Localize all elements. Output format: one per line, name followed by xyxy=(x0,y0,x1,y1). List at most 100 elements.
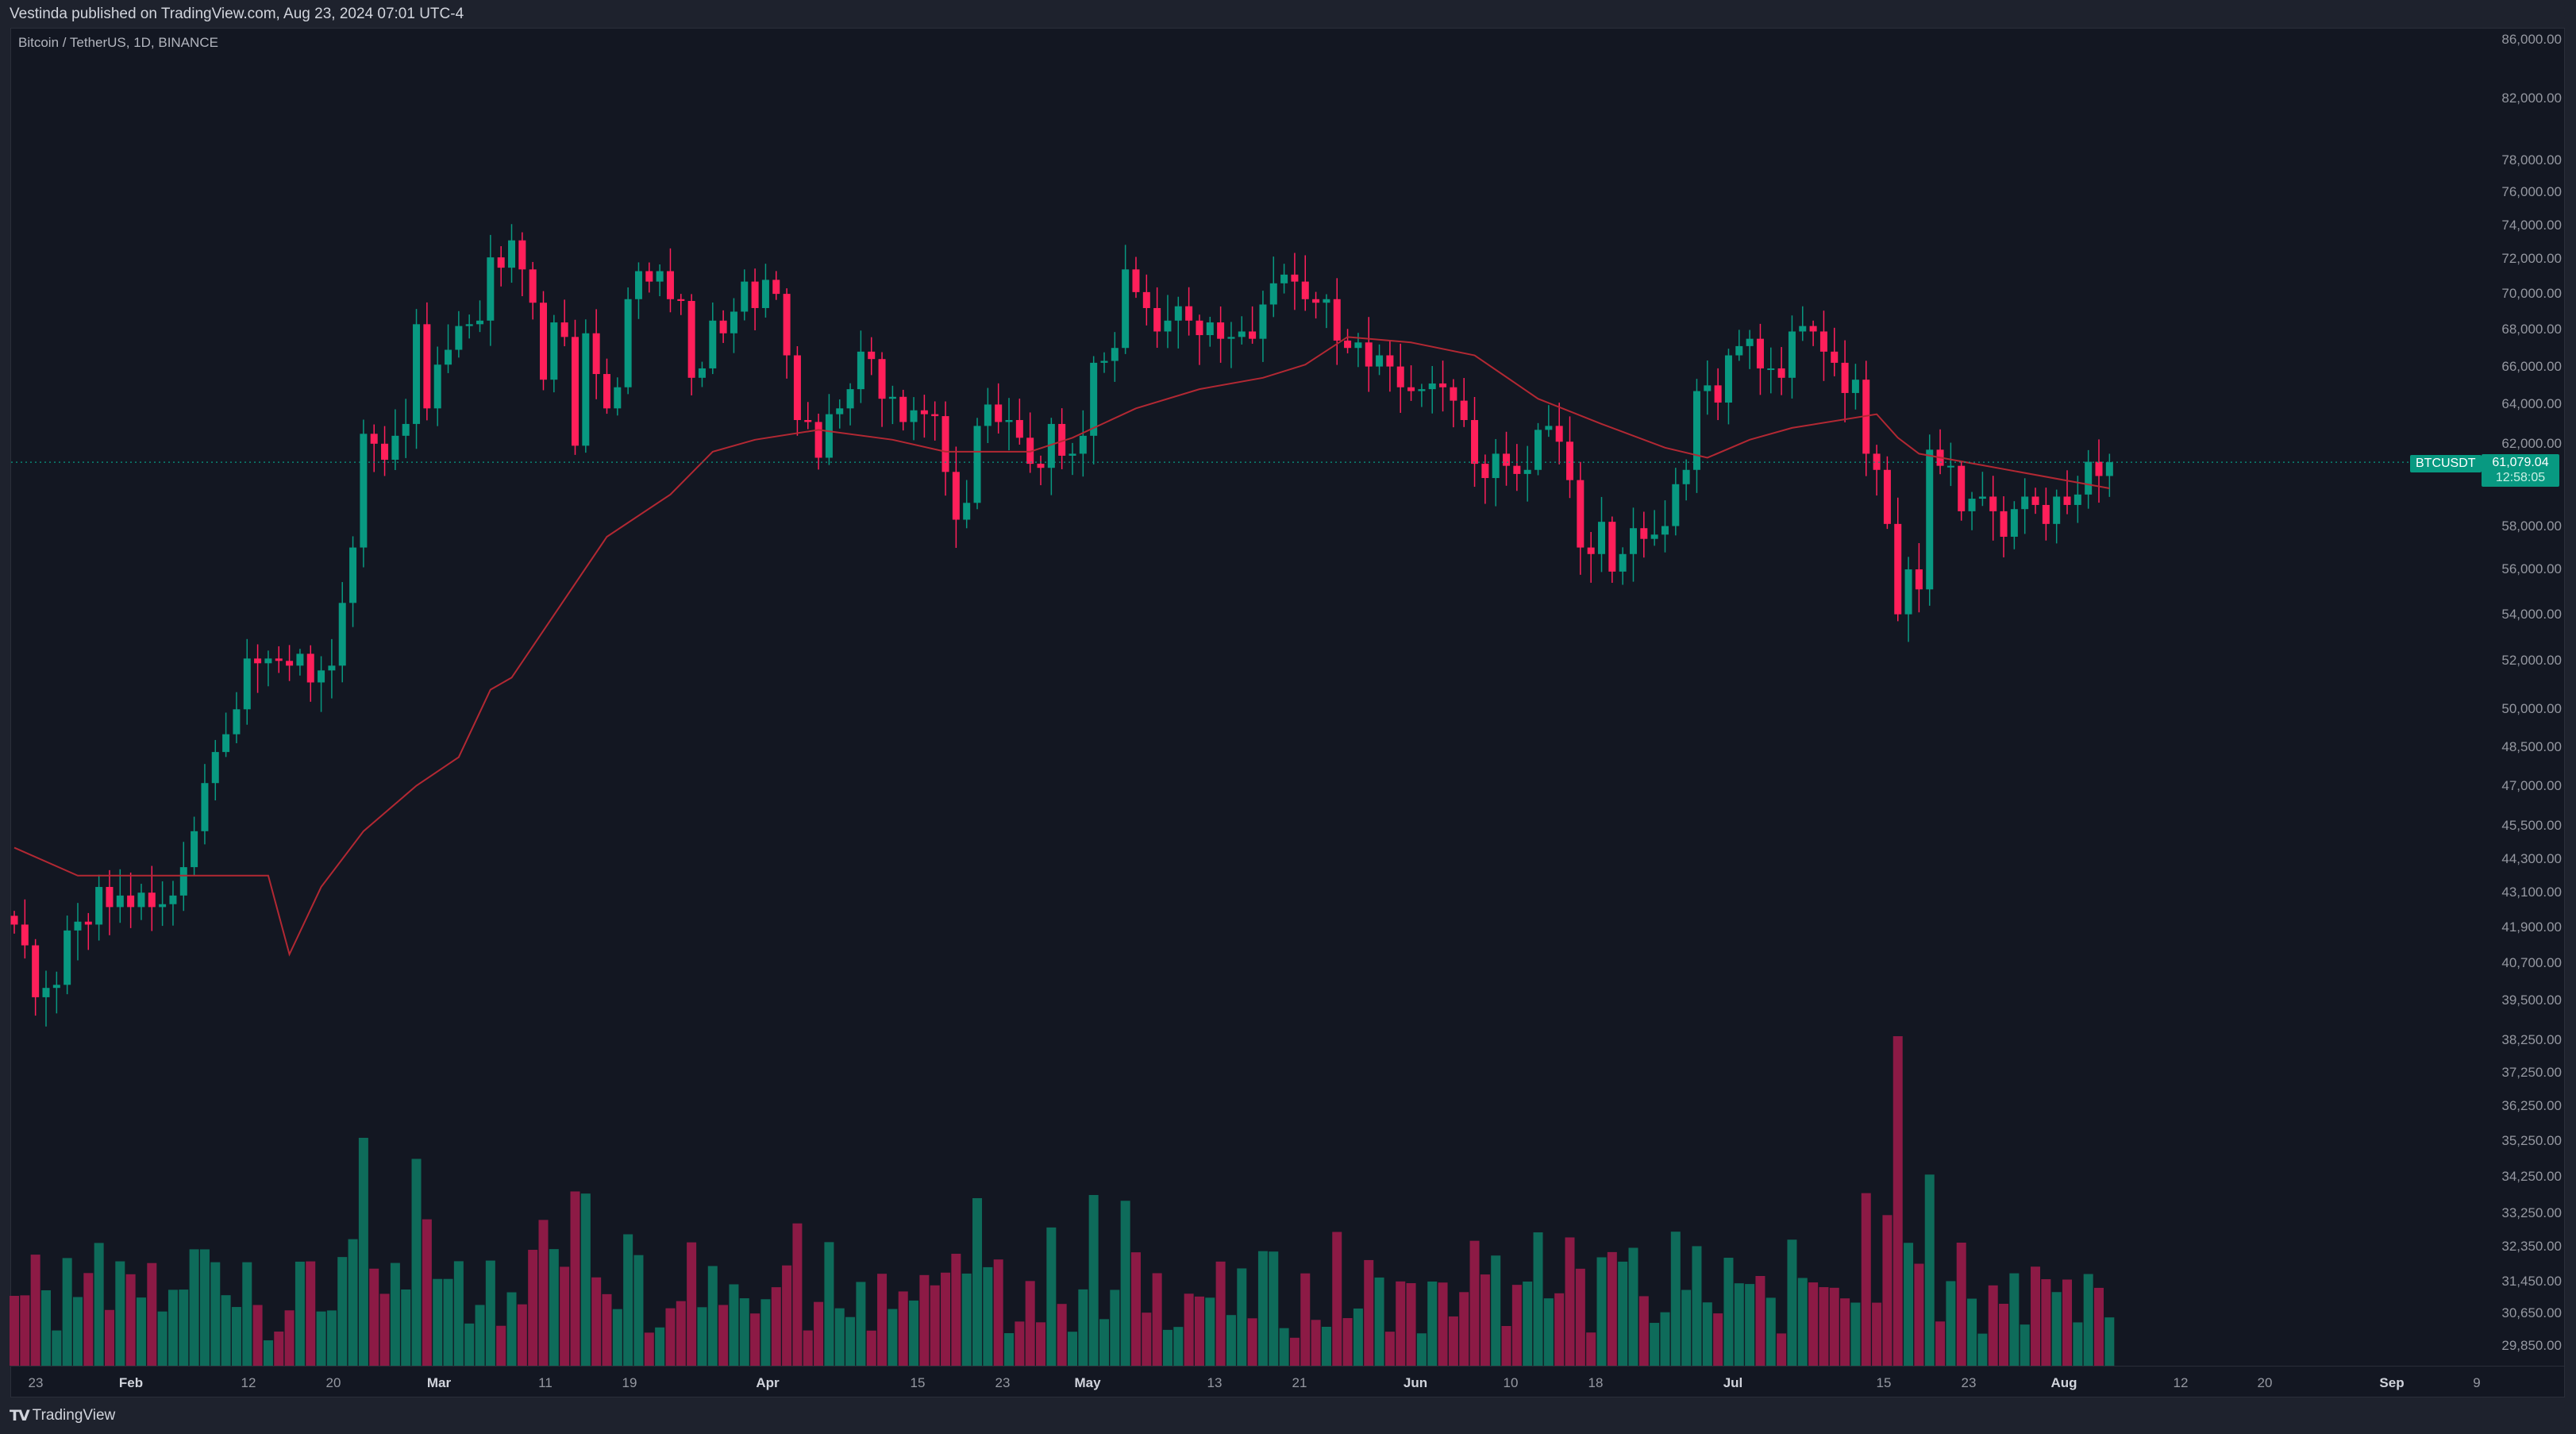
candle-body xyxy=(179,867,187,896)
volume-bar xyxy=(1396,1281,1406,1366)
volume-bar xyxy=(1914,1263,1924,1366)
candle-body xyxy=(1534,430,1542,470)
volume-bar xyxy=(1004,1332,1015,1366)
candle-body xyxy=(1968,499,1976,511)
volume-bar xyxy=(433,1278,443,1366)
candle-body xyxy=(191,831,198,868)
volume-bar xyxy=(1469,1240,1480,1366)
volume-bar xyxy=(1596,1257,1607,1366)
volume-bar xyxy=(919,1274,930,1366)
volume-bar xyxy=(348,1239,358,1366)
candle-body xyxy=(1122,269,1130,349)
volume-bar xyxy=(591,1277,602,1366)
candle-body xyxy=(106,887,114,908)
chart-frame[interactable] xyxy=(10,28,2565,1397)
candle-body xyxy=(730,311,737,333)
candle-body xyxy=(1026,438,1034,465)
volume-bar xyxy=(866,1330,876,1366)
candle-body xyxy=(1492,453,1500,479)
candle-body xyxy=(888,396,896,399)
volume-bar xyxy=(1289,1337,1300,1366)
volume-bar xyxy=(856,1282,866,1366)
time-axis-label: 23 xyxy=(28,1375,44,1390)
volume-bar xyxy=(104,1309,114,1366)
candle-body xyxy=(1450,387,1457,401)
candle-body xyxy=(1704,385,1712,391)
volume-bar xyxy=(1533,1232,1543,1366)
volume-bar xyxy=(1279,1328,1289,1366)
volume-bar xyxy=(538,1220,549,1366)
time-axis-label: 9 xyxy=(2473,1375,2481,1390)
candle-body xyxy=(1831,351,1839,363)
volume-bar xyxy=(1893,1036,1903,1366)
candle-body xyxy=(286,661,294,666)
candle-body xyxy=(1735,345,1743,356)
time-axis-label: Apr xyxy=(756,1375,780,1390)
candle-body xyxy=(1460,400,1468,421)
candle-body xyxy=(1915,569,1923,590)
price-axis-label: 47,000.00 xyxy=(2501,777,2562,793)
candle-body xyxy=(783,294,791,356)
tradingview-logo[interactable]: TV TradingView xyxy=(10,1407,115,1424)
symbol-legend[interactable]: Bitcoin / TetherUS, 1D, BINANCE xyxy=(18,35,218,50)
candle-body xyxy=(233,709,241,734)
candle-body xyxy=(95,887,103,925)
volume-bar xyxy=(1078,1289,1088,1366)
candle-body xyxy=(709,320,717,368)
volume-bar xyxy=(888,1309,898,1366)
volume-bar xyxy=(1935,1321,1946,1366)
volume-bar xyxy=(644,1332,654,1366)
price-axis-label: 37,250.00 xyxy=(2501,1065,2562,1081)
candle-body xyxy=(592,333,600,375)
volume-bar xyxy=(602,1293,612,1366)
volume-bar xyxy=(284,1310,295,1366)
price-axis-label: 48,500.00 xyxy=(2501,738,2562,754)
candle-body xyxy=(761,279,769,308)
volume-bar xyxy=(422,1219,432,1366)
volume-bar xyxy=(814,1301,824,1366)
candle-body xyxy=(899,396,907,422)
volume-bar xyxy=(1956,1242,1966,1366)
volume-bar xyxy=(1184,1293,1194,1366)
volume-bar xyxy=(1205,1297,1215,1366)
candle-body xyxy=(1523,469,1531,474)
candle-body xyxy=(1629,528,1637,554)
candle-body xyxy=(2010,509,2018,537)
candle-body xyxy=(116,895,124,908)
candle-body xyxy=(2085,461,2093,495)
volume-bar xyxy=(1194,1296,1204,1366)
volume-bar xyxy=(496,1325,506,1366)
volume-bar xyxy=(1713,1313,1723,1366)
volume-bar xyxy=(1755,1275,1765,1366)
volume-bar xyxy=(2104,1317,2115,1366)
candle-body xyxy=(1069,453,1076,456)
candle-body xyxy=(275,658,283,661)
candle-body xyxy=(148,892,156,908)
time-axis-label: 19 xyxy=(622,1375,637,1390)
candle-body xyxy=(1946,465,1954,468)
candle-body xyxy=(254,658,262,664)
candle-body xyxy=(1989,496,1997,511)
volume-bar xyxy=(782,1265,792,1366)
volume-bar xyxy=(528,1250,538,1366)
publish-info: Vestinda published on TradingView.com, A… xyxy=(10,6,464,22)
candle-body xyxy=(2095,461,2103,476)
volume-bar xyxy=(10,1295,19,1366)
volume-bar xyxy=(1491,1255,1501,1366)
volume-bar xyxy=(792,1223,803,1366)
volume-bar xyxy=(1321,1326,1331,1366)
volume-bar xyxy=(1872,1302,1882,1366)
candle-body xyxy=(603,374,610,409)
volume-bar xyxy=(1173,1327,1184,1366)
candle-body xyxy=(560,322,568,337)
volume-bar xyxy=(612,1309,622,1366)
candle-body xyxy=(624,299,632,387)
volume-bar xyxy=(379,1293,390,1366)
volume-bar xyxy=(1152,1273,1162,1366)
volume-bar xyxy=(1660,1312,1670,1366)
volume-bar xyxy=(1142,1313,1152,1366)
volume-bar xyxy=(972,1197,983,1366)
volume-bar xyxy=(210,1262,221,1366)
volume-bar xyxy=(1840,1298,1850,1366)
